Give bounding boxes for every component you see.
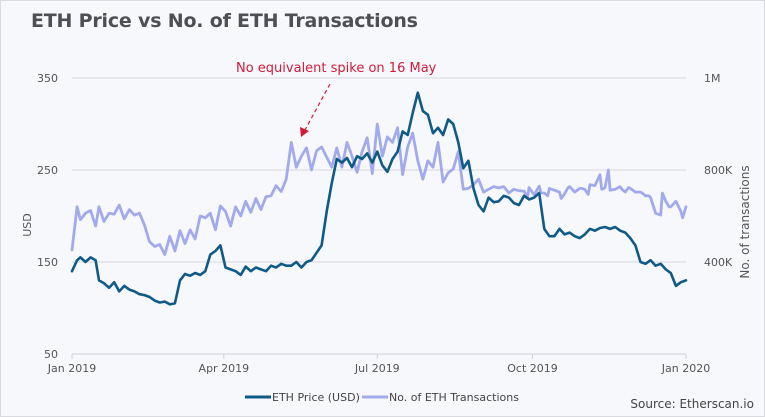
y-left-tick-label: 50 [44,348,58,361]
y-axis-right-label: No. of transactions [738,165,752,278]
legend: ETH Price (USD) No. of ETH Transactions [245,391,519,404]
y-right-tick-label: 400K [704,256,733,269]
y-left-tick-label: 350 [37,72,58,85]
source-credit: Source: Etherscan.io [630,397,754,411]
y-right-tick-label: 800K [704,164,733,177]
x-tick-label: Jul 2019 [354,362,400,375]
legend-label-price: ETH Price (USD) [272,391,360,404]
chart-title: ETH Price vs No. of ETH Transactions [31,10,418,32]
series-layer [70,91,688,306]
annotation-arrowhead [300,127,309,137]
x-tick-label: Oct 2019 [507,362,558,375]
y-left-tick-label: 250 [37,164,58,177]
y-axis-left-label: USD [21,213,34,237]
x-axis: Jan 2019 Apr 2019 Jul 2019 Oct 2019 Jan 2020 [47,354,710,375]
annotation-text: No equivalent spike on 16 May [236,61,437,76]
y-left-tick-label: 150 [37,256,58,269]
y-axis-right: 1M 800K 400K [704,72,733,269]
y-right-tick-label: 1M [704,72,721,85]
series-line-eth-price [70,91,688,306]
legend-label-tx: No. of ETH Transactions [389,391,519,404]
x-tick-label: Jan 2020 [661,362,710,375]
series-line-eth-transactions [70,122,688,256]
x-tick-label: Jan 2019 [47,362,96,375]
y-axis-left: 350 250 150 50 [37,72,58,361]
annotation-arrow [304,83,331,131]
gridlines [72,77,686,355]
x-tick-label: Apr 2019 [199,362,250,375]
